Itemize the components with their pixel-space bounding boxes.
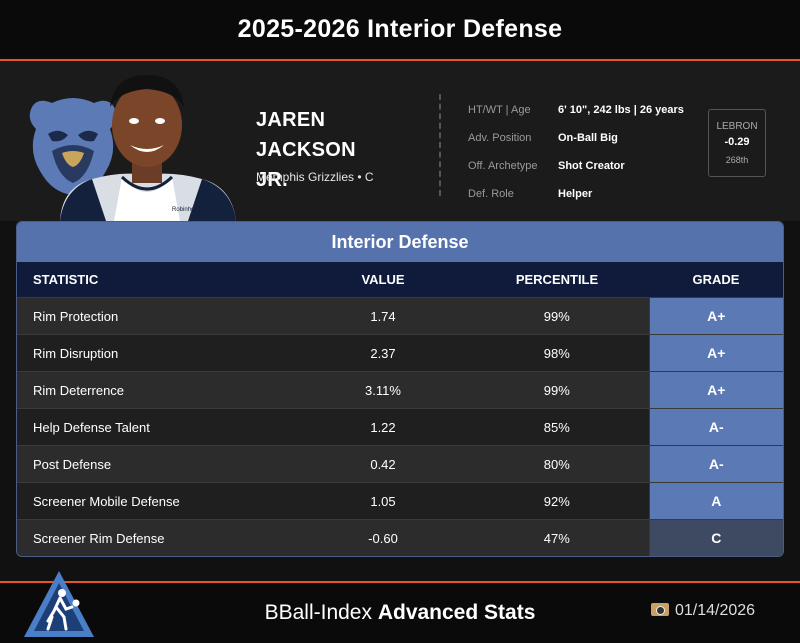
player-info-table: HT/WT | Age 6' 10", 242 lbs | 26 years A… — [468, 96, 684, 208]
stat-value: 1.22 — [301, 408, 465, 446]
bball-index-logo-icon — [24, 571, 94, 637]
stat-percentile: 47% — [465, 519, 649, 556]
stat-percentile: 85% — [465, 408, 649, 446]
info-row-def-role: Def. Role Helper — [468, 180, 684, 208]
info-row-archetype: Off. Archetype Shot Creator — [468, 152, 684, 180]
stat-value: -0.60 — [301, 519, 465, 556]
info-label: Off. Archetype — [468, 160, 538, 172]
stat-percentile: 92% — [465, 482, 649, 520]
grade-badge: A- — [648, 408, 783, 446]
grade-badge: A+ — [648, 334, 783, 372]
info-label: HT/WT | Age — [468, 104, 531, 116]
stat-value: 1.05 — [301, 482, 465, 520]
footer-date: 01/14/2026 — [651, 602, 755, 620]
info-label: Adv. Position — [468, 132, 532, 144]
stat-value: 2.37 — [301, 334, 465, 372]
grade-badge: A — [648, 482, 783, 520]
grade-badge: C — [648, 519, 783, 556]
stat-name: Rim Deterrence — [17, 371, 301, 409]
panel-title: Interior Defense — [17, 222, 783, 262]
lebron-rank: 268th — [725, 155, 749, 165]
column-header-grade: GRADE — [649, 262, 783, 298]
info-value: Helper — [558, 188, 593, 200]
stat-value: 1.74 — [301, 297, 465, 335]
player-headshot: Robinhood — [60, 75, 236, 221]
stat-name: Rim Protection — [17, 297, 301, 335]
date-text: 01/14/2026 — [675, 602, 756, 619]
table-row: Screener Rim Defense -0.60 47% C — [17, 519, 783, 556]
info-label: Def. Role — [468, 188, 514, 200]
info-row-htwt: HT/WT | Age 6' 10", 242 lbs | 26 years — [468, 96, 684, 124]
info-value: 6' 10", 242 lbs | 26 years — [558, 104, 684, 116]
brand-name: BBall-Index — [264, 601, 372, 624]
footer: BBall-Index Advanced Stats 01/14/2026 — [0, 571, 800, 643]
player-name: JAREN JACKSON JR. — [256, 105, 426, 195]
stats-table: STATISTIC VALUE PERCENTILE GRADE Rim Pro… — [17, 262, 783, 556]
lebron-label: LEBRON — [716, 121, 758, 132]
table-row: Rim Disruption 2.37 98% A+ — [17, 334, 783, 372]
grade-badge: A- — [648, 445, 783, 483]
table-header-row: STATISTIC VALUE PERCENTILE GRADE — [17, 262, 783, 298]
stat-percentile: 80% — [465, 445, 649, 483]
info-value: Shot Creator — [558, 160, 625, 172]
jersey-sponsor: Robinhood — [172, 207, 201, 213]
stat-name: Rim Disruption — [17, 334, 301, 372]
title-bar: 2025-2026 Interior Defense — [0, 0, 800, 61]
stat-name: Help Defense Talent — [17, 408, 301, 446]
player-name-line1: JAREN JACKSON — [256, 109, 356, 161]
table-row: Rim Deterrence 3.11% 99% A+ — [17, 371, 783, 409]
player-team-position: Memphis Grizzlies • C — [256, 170, 374, 184]
footer-brand: BBall-Index Advanced Stats — [0, 601, 800, 625]
player-name-line2: JR. — [256, 169, 289, 191]
grizzlies-logo-icon — [29, 98, 117, 195]
info-value: On-Ball Big — [558, 132, 618, 144]
stat-percentile: 99% — [465, 297, 649, 335]
player-hero: Robinhood JAREN JACKSON JR. Memphis Griz… — [0, 61, 800, 221]
camera-icon — [651, 603, 669, 616]
table-row: Rim Protection 1.74 99% A+ — [17, 297, 783, 335]
interior-defense-panel: Interior Defense STATISTIC VALUE PERCENT… — [16, 221, 784, 557]
stat-name: Screener Mobile Defense — [17, 482, 301, 520]
stat-value: 3.11% — [301, 371, 465, 409]
stat-percentile: 98% — [465, 334, 649, 372]
info-row-position: Adv. Position On-Ball Big — [468, 124, 684, 152]
stat-value: 0.42 — [301, 445, 465, 483]
lebron-badge: LEBRON -0.29 268th — [708, 109, 766, 177]
grade-badge: A+ — [648, 371, 783, 409]
table-row: Help Defense Talent 1.22 85% A- — [17, 408, 783, 446]
stat-percentile: 99% — [465, 371, 649, 409]
column-header-value: VALUE — [301, 262, 465, 298]
table-row: Post Defense 0.42 80% A- — [17, 445, 783, 483]
column-header-percentile: PERCENTILE — [465, 262, 649, 298]
brand-tagline: Advanced Stats — [377, 601, 536, 624]
stat-name: Screener Rim Defense — [17, 519, 301, 556]
grade-badge: A+ — [648, 297, 783, 335]
table-row: Screener Mobile Defense 1.05 92% A — [17, 482, 783, 520]
lebron-value: -0.29 — [724, 136, 750, 148]
stat-name: Post Defense — [17, 445, 301, 483]
page-title: 2025-2026 Interior Defense — [237, 15, 563, 43]
info-divider — [439, 94, 441, 196]
column-header-statistic: STATISTIC — [17, 262, 301, 298]
